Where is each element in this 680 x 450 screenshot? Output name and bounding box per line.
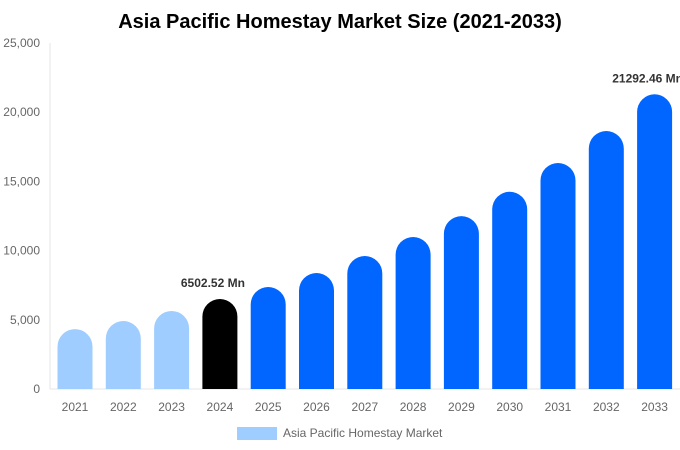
y-tick-label: 20,000: [3, 105, 40, 119]
x-tick-label: 2027: [351, 400, 378, 414]
x-tick-label: 2029: [448, 400, 475, 414]
x-tick-label: 2031: [545, 400, 572, 414]
x-tick-label: 2028: [400, 400, 427, 414]
x-tick-label: 2032: [593, 400, 620, 414]
y-tick-label: 10,000: [3, 244, 40, 258]
bar-2022[interactable]: [105, 321, 141, 389]
x-tick-label: 2033: [641, 400, 668, 414]
y-tick-label: 0: [33, 382, 40, 396]
bar-2021[interactable]: [57, 329, 93, 389]
x-tick-label: 2022: [110, 400, 137, 414]
y-tick-label: 15,000: [3, 174, 40, 188]
bar-2026[interactable]: [299, 273, 334, 389]
bar-2030[interactable]: [492, 191, 528, 389]
bar-2024[interactable]: [202, 299, 238, 389]
x-tick-label: 2023: [158, 400, 185, 414]
bar-2029[interactable]: [443, 216, 479, 389]
data-label-2033: 21292.46 Mn: [612, 71, 680, 85]
bar-2033[interactable]: [637, 94, 673, 390]
bar-2027[interactable]: [347, 255, 383, 389]
legend-swatch: [237, 427, 277, 440]
y-tick-label: 25,000: [3, 36, 40, 50]
chart-title: Asia Pacific Homestay Market Size (2021-…: [118, 11, 562, 33]
x-tick-label: 2021: [62, 400, 89, 414]
bar-2023[interactable]: [154, 310, 190, 389]
x-tick-label: 2025: [255, 400, 282, 414]
legend-label: Asia Pacific Homestay Market: [283, 426, 443, 440]
x-tick-label: 2024: [207, 400, 234, 414]
data-label-2024: 6502.52 Mn: [181, 276, 245, 290]
legend[interactable]: Asia Pacific Homestay Market: [237, 426, 443, 440]
y-tick-label: 5,000: [10, 313, 40, 327]
bar-2032[interactable]: [588, 131, 624, 390]
bar-2025[interactable]: [250, 286, 286, 389]
bar-2028[interactable]: [395, 237, 431, 389]
x-tick-label: 2026: [303, 400, 330, 414]
x-tick-label: 2030: [496, 400, 523, 414]
bar-2031[interactable]: [540, 162, 576, 389]
